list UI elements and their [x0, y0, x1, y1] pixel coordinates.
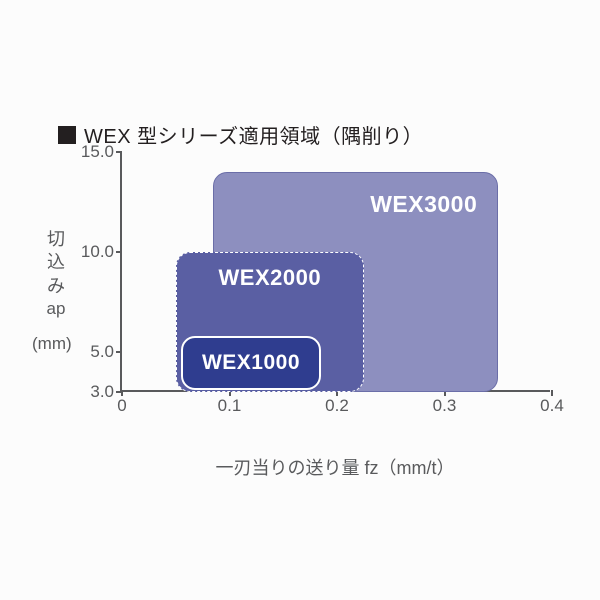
x-axis-label: 一刃当りの送り量 fz（mm/t）: [216, 454, 455, 480]
chart-title: WEX 型シリーズ適用領域（隅削り）: [84, 120, 423, 149]
y-tick-mark: [116, 151, 122, 153]
region-wex1000: WEX1000: [181, 336, 321, 390]
ylabel-line: み: [46, 275, 66, 298]
y-tick-mark: [116, 251, 122, 253]
ylabel-sub: ap: [46, 298, 66, 320]
y-axis-unit: (mm): [32, 334, 72, 354]
ylabel-line: 込: [46, 251, 66, 274]
x-tick-mark: [551, 390, 553, 396]
region-label-wex1000: WEX1000: [202, 351, 300, 375]
chart-area: 3.05.010.015.000.10.20.30.4WEX3000WEX200…: [120, 152, 550, 422]
y-tick-mark: [116, 351, 122, 353]
title-bullet-square: [58, 126, 76, 144]
y-axis-label: 切 込 み ap: [46, 228, 66, 320]
plot-area: 3.05.010.015.000.10.20.30.4WEX3000WEX200…: [120, 152, 550, 392]
region-label-wex3000: WEX3000: [370, 191, 477, 218]
x-tick-mark: [121, 390, 123, 396]
region-label-wex2000: WEX2000: [219, 265, 322, 291]
ylabel-line: 切: [46, 228, 66, 251]
